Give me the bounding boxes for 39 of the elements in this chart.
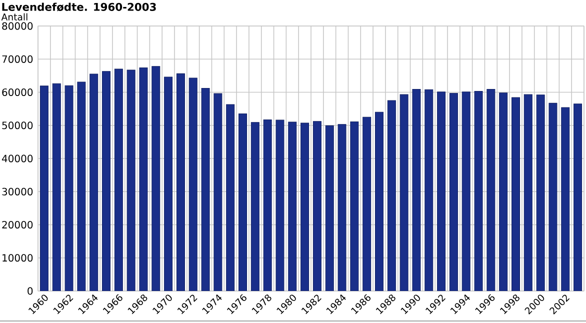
bar: [499, 92, 508, 291]
y-tick-label: 50000: [2, 122, 33, 130]
y-tick-label: 40000: [2, 154, 33, 162]
y-tick-label: 30000: [2, 188, 33, 196]
y-axis-title: Antall: [1, 13, 28, 20]
bar: [152, 66, 160, 291]
bar: [102, 71, 110, 291]
bar: [524, 94, 532, 291]
y-tick-label: 70000: [2, 55, 33, 63]
bar: [238, 114, 247, 291]
bar: [512, 97, 520, 291]
bar: [40, 86, 48, 291]
bar: [362, 116, 372, 291]
bar: [424, 89, 434, 291]
y-tick-label: 20000: [2, 220, 33, 229]
bar: [325, 125, 334, 291]
bar: [462, 92, 470, 291]
bar: [387, 100, 396, 291]
chart-title: Levendefødte. 1960-2003: [2, 2, 156, 12]
bar: [375, 112, 384, 291]
y-tick-label: 60000: [2, 88, 33, 96]
bar: [114, 68, 123, 291]
bar: [250, 122, 260, 291]
bar: [561, 107, 570, 291]
bar: [449, 92, 458, 291]
y-tick-label: 10000: [2, 254, 33, 262]
bar: [90, 74, 98, 291]
bar: [312, 121, 322, 291]
bar: [52, 83, 61, 291]
y-tick-label: 80000: [2, 22, 33, 30]
bar: [437, 92, 446, 291]
bar: [188, 78, 198, 291]
bar: [176, 73, 185, 291]
bar: [164, 76, 173, 291]
bar: [300, 122, 310, 291]
y-tick-label: 0: [28, 287, 33, 295]
bar: [288, 122, 297, 291]
bar: [574, 104, 582, 291]
bar: [226, 104, 235, 291]
